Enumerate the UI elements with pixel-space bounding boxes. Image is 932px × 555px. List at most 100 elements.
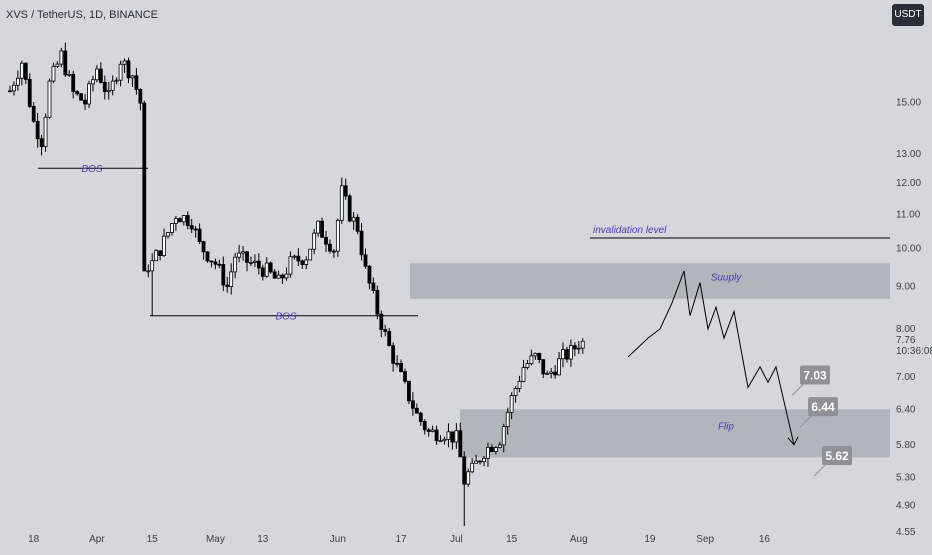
candle-body bbox=[106, 89, 111, 93]
candle-body bbox=[280, 274, 285, 279]
y-tick-label: 5.80 bbox=[896, 440, 916, 451]
candle-body bbox=[268, 262, 273, 273]
candle-body bbox=[118, 63, 123, 81]
candle-body bbox=[201, 241, 206, 253]
bos-label: BOS bbox=[81, 164, 102, 175]
x-tick-label: 19 bbox=[644, 534, 656, 545]
x-tick-label: 15 bbox=[506, 534, 518, 545]
y-tick-label: 13.00 bbox=[896, 149, 921, 160]
y-tick-label: 10.00 bbox=[896, 244, 921, 255]
candle-body bbox=[486, 447, 490, 459]
candle-body bbox=[580, 340, 585, 349]
y-tick-label: 8.00 bbox=[896, 324, 916, 335]
candle-body bbox=[525, 363, 530, 368]
y-tick-label: 4.55 bbox=[896, 527, 916, 538]
target-bubble bbox=[822, 446, 852, 466]
flip-label: Flip bbox=[718, 422, 735, 433]
candle-body bbox=[233, 256, 238, 273]
candle-body bbox=[130, 75, 135, 79]
candle-body bbox=[249, 262, 253, 264]
x-tick-label: Jul bbox=[450, 534, 463, 545]
candle-body bbox=[565, 349, 569, 360]
candle-body bbox=[154, 250, 159, 262]
candle-body bbox=[462, 456, 467, 485]
candle-body bbox=[529, 355, 534, 365]
candle-body bbox=[339, 185, 344, 221]
candle-body bbox=[537, 352, 542, 360]
candle-body bbox=[114, 79, 119, 82]
candle-body bbox=[264, 262, 269, 277]
candle-body bbox=[509, 395, 514, 413]
candle-body bbox=[47, 80, 52, 118]
candle-body bbox=[328, 243, 332, 252]
candle-body bbox=[335, 220, 340, 252]
x-tick-label: Aug bbox=[570, 534, 588, 545]
candle-body bbox=[256, 260, 261, 269]
candle-body bbox=[229, 271, 234, 287]
candle-body bbox=[75, 91, 80, 95]
candle-body bbox=[414, 407, 419, 414]
candle-body bbox=[173, 218, 178, 224]
candle-body bbox=[426, 429, 431, 432]
candle-body bbox=[517, 380, 522, 389]
price-axis[interactable] bbox=[890, 0, 932, 550]
target-value: 7.03 bbox=[803, 369, 827, 383]
x-tick-label: 13 bbox=[257, 534, 269, 545]
y-tick-label: 4.90 bbox=[896, 501, 916, 512]
candle-body bbox=[67, 73, 72, 76]
candle-body bbox=[252, 260, 257, 263]
candle-body bbox=[489, 447, 494, 452]
candle-body bbox=[312, 232, 317, 250]
time-axis[interactable] bbox=[0, 526, 890, 550]
candle-body bbox=[387, 331, 392, 347]
candle-body bbox=[213, 261, 218, 265]
candle-body bbox=[470, 462, 475, 473]
candle-body bbox=[197, 228, 202, 242]
supply-label: Suuply bbox=[711, 273, 743, 284]
target-pointer bbox=[791, 383, 805, 396]
candle-body bbox=[343, 185, 348, 197]
candle-body bbox=[43, 116, 48, 148]
candle-body bbox=[363, 254, 368, 267]
candle-body bbox=[324, 236, 328, 245]
x-tick-label: 16 bbox=[759, 534, 771, 545]
candle-body bbox=[79, 93, 83, 101]
candle-body bbox=[8, 90, 12, 93]
projection-arrow bbox=[787, 436, 799, 446]
x-tick-label: Sep bbox=[696, 534, 714, 545]
candle-body bbox=[501, 426, 506, 446]
candle-body bbox=[422, 421, 427, 431]
candle-body bbox=[442, 438, 447, 442]
candle-body bbox=[217, 263, 222, 266]
target-pointer bbox=[799, 414, 813, 428]
candle-body bbox=[150, 260, 155, 272]
candle-body bbox=[189, 225, 194, 230]
invalidation-label: invalidation level bbox=[593, 225, 667, 236]
candle-body bbox=[391, 345, 396, 364]
symbol-title: XVS / TetherUS, 1D, BINANCE bbox=[6, 9, 159, 21]
candle-body bbox=[521, 367, 526, 382]
candle-body bbox=[225, 284, 230, 287]
currency-button[interactable]: USDT bbox=[892, 4, 924, 26]
candle-body bbox=[430, 429, 435, 432]
y-tick-label: 11.00 bbox=[896, 209, 921, 220]
candle-body bbox=[403, 371, 407, 382]
candle-body bbox=[185, 215, 190, 227]
y-tick-label: 6.40 bbox=[896, 404, 916, 415]
candle-body bbox=[450, 431, 455, 443]
target-pointer bbox=[813, 463, 827, 477]
candle-body bbox=[493, 447, 498, 452]
candle-body bbox=[142, 102, 147, 272]
candle-body bbox=[375, 290, 380, 315]
candle-body bbox=[23, 62, 28, 80]
y-tick-label: 12.00 bbox=[896, 178, 921, 189]
candle-body bbox=[292, 255, 297, 258]
candle-body bbox=[260, 267, 265, 277]
candle-body bbox=[466, 471, 471, 485]
countdown-label: 10:36:08 bbox=[896, 346, 932, 357]
candle-body bbox=[569, 345, 573, 360]
candle-body bbox=[399, 362, 403, 373]
candle-body bbox=[576, 347, 581, 350]
